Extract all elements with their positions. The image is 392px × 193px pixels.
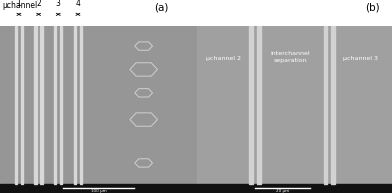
Bar [80,26,82,184]
Bar [0,184,197,193]
Text: 4: 4 [76,0,80,8]
Bar [249,26,253,184]
Text: 100 μm: 100 μm [91,189,106,193]
Bar [15,26,17,184]
Bar [21,26,23,184]
Text: μchannel 2: μchannel 2 [206,56,241,61]
Bar [324,26,327,184]
Text: μchannel: μchannel [2,1,37,10]
Text: (b): (b) [365,3,380,13]
Bar [34,26,37,184]
Text: (a): (a) [154,3,169,13]
Text: 1: 1 [16,0,21,8]
Text: 20 μm: 20 μm [276,189,289,193]
Text: 2: 2 [36,0,41,8]
Bar [197,184,392,193]
Text: interchannel
separation: interchannel separation [270,51,310,63]
Text: μchannel 3: μchannel 3 [343,56,378,61]
Text: 3: 3 [56,0,61,8]
Bar [74,26,76,184]
Bar [60,26,62,184]
Bar [40,26,43,184]
Bar [54,26,56,184]
Bar [332,26,335,184]
Bar [257,26,261,184]
